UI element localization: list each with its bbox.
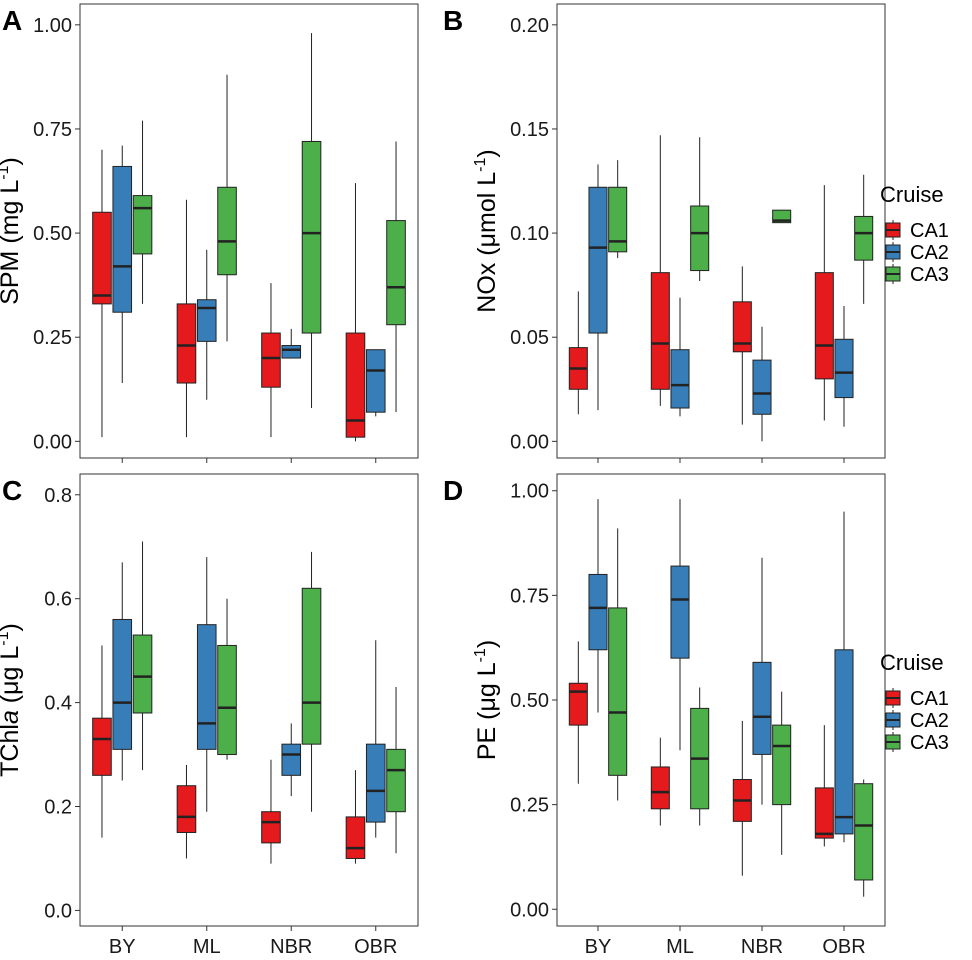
panel-D: D 0.00 0.25 0.50 0.75 1.00 PE (μg L-1) BY ML NBR O… [443, 473, 886, 958]
box-ca1 [92, 211, 112, 305]
panel-C: C 0.0 0.2 0.4 0.6 0.8 TChla (μg L-1) BY ML NBR OBR [0, 473, 419, 958]
box-ca2 [588, 186, 608, 334]
box-ca2 [112, 618, 133, 750]
box-ca3 [301, 140, 322, 334]
y-tick-label: 0.20 [510, 15, 549, 37]
legend-label-ca1: CA1 [910, 220, 949, 242]
box-ca3 [217, 644, 237, 756]
panel-label: C [2, 475, 22, 506]
box-ca1 [92, 717, 112, 776]
box-ca3 [301, 587, 322, 745]
x-tick-label: NBR [741, 936, 783, 958]
x-tick-label: OBR [354, 936, 397, 958]
y-axis-label: TChla (μg L-1) [0, 623, 24, 777]
legend-label-ca3: CA3 [910, 732, 949, 754]
y-tick-label: 0.0 [44, 900, 72, 922]
box-ca1 [732, 301, 752, 353]
box-ca2 [365, 349, 386, 413]
y-tick-label: 1.00 [510, 481, 549, 503]
box-ca3 [132, 634, 153, 714]
legend-title: Cruise [880, 650, 944, 675]
y-tick-label: 0.00 [510, 899, 549, 921]
box-ca3 [217, 186, 237, 276]
y-axis-label: SPM (mg L-1) [0, 157, 24, 305]
x-tick-label: NBR [270, 936, 312, 958]
box-ca3 [132, 195, 153, 255]
box-ca2 [670, 349, 690, 409]
y-tick-label: 0.50 [33, 223, 72, 245]
box-ca1 [814, 787, 834, 839]
legend-label-ca2: CA2 [910, 710, 949, 732]
box-ca1 [176, 785, 197, 833]
box-ca3 [772, 724, 792, 806]
box-ca3 [690, 205, 710, 272]
box-ca2 [281, 743, 302, 776]
y-tick-label: 1.00 [33, 15, 72, 37]
legend-title: Cruise [880, 182, 944, 207]
x-tick-label: OBR [822, 936, 865, 958]
y-tick-label: 0.15 [510, 119, 549, 141]
box-ca3 [608, 607, 628, 776]
box-ca2 [196, 624, 217, 750]
x-tick-label: ML [193, 936, 221, 958]
x-tick-label: BY [109, 936, 136, 958]
box-ca2 [588, 573, 608, 651]
box-ca2 [834, 649, 854, 835]
panel-label: D [443, 475, 463, 506]
y-tick-label: 0.10 [510, 223, 549, 245]
box-ca1 [261, 811, 281, 844]
y-tick-label: 0.25 [33, 327, 72, 349]
panel-label: B [443, 5, 463, 36]
box-ca1 [650, 272, 670, 390]
box-ca1 [650, 766, 670, 810]
box-ca2 [752, 359, 772, 415]
legend-label-ca3: CA3 [910, 264, 949, 286]
box-ca2 [670, 565, 690, 659]
panel-A: A 0.00 0.25 0.50 0.75 1.00 SPM (mg L-1) [0, 3, 419, 463]
x-tick-label: BY [585, 936, 612, 958]
y-axis-label: NOx (μmol L-1) [472, 149, 501, 312]
y-tick-label: 0.00 [33, 431, 72, 453]
box-ca3 [386, 220, 406, 326]
x-tick-label: ML [666, 936, 694, 958]
box-ca3 [854, 783, 874, 881]
box-ca2 [365, 743, 386, 823]
legend-label-ca2: CA2 [910, 242, 949, 264]
box-ca1 [345, 332, 366, 438]
box-ca2 [834, 338, 854, 399]
y-tick-label: 0.75 [510, 585, 549, 607]
box-ca1 [814, 272, 834, 380]
y-tick-label: 0.50 [510, 690, 549, 712]
y-axis-label: PE (μg L-1) [472, 640, 501, 760]
y-tick-label: 0.8 [44, 485, 72, 507]
box-ca1 [345, 816, 366, 859]
box-ca1 [176, 303, 197, 384]
y-tick-label: 0.00 [510, 431, 549, 453]
y-tick-label: 0.4 [44, 693, 72, 715]
box-ca2 [752, 661, 772, 755]
box-ca3 [608, 186, 628, 253]
box-ca1 [568, 682, 588, 726]
y-tick-label: 0.25 [510, 795, 549, 817]
box-ca1 [261, 332, 281, 388]
box-ca3 [386, 748, 406, 813]
panel-B: B 0.00 0.05 0.10 0.15 0.20 NOx (μmol L-1) [443, 3, 886, 463]
box-ca3 [854, 215, 874, 261]
y-tick-label: 0.05 [510, 327, 549, 349]
box-ca2 [196, 299, 217, 342]
legend-label-ca1: CA1 [910, 688, 949, 710]
panel-label: A [2, 5, 22, 36]
y-tick-label: 0.2 [44, 797, 72, 819]
y-tick-label: 0.6 [44, 589, 72, 611]
y-tick-label: 0.75 [33, 119, 72, 141]
box-ca2 [112, 165, 133, 313]
box-ca2 [281, 345, 302, 359]
